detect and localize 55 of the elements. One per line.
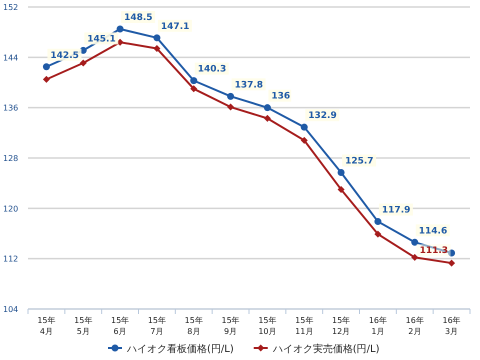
x-tick-label: 16年 3月 (442, 316, 461, 336)
data-label: 142.5 (50, 50, 79, 61)
point (264, 104, 271, 112)
y-tick-label: 104 (3, 305, 18, 314)
x-tick-label: 15年 9月 (221, 316, 240, 336)
x-tick-label: 15年 11月 (295, 316, 314, 336)
legend-label: ハイオク実売価格(円/L) (272, 343, 380, 355)
x-tick-label: 15年 12月 (332, 316, 350, 336)
y-tick-label: 112 (3, 254, 18, 264)
point (448, 250, 456, 257)
x-tick-label: 15年 10月 (258, 316, 277, 336)
point (448, 260, 456, 267)
data-label: 137.8 (234, 80, 264, 90)
point (190, 77, 198, 84)
point (227, 92, 234, 100)
data-label: 147.1 (160, 22, 190, 32)
data-label: 132.9 (308, 111, 337, 122)
data-label: 111.3 (420, 246, 448, 256)
point (300, 136, 308, 144)
point (374, 230, 382, 238)
legend-label: ハイオク看板価格(円/L) (126, 343, 234, 355)
data-label: 136 (271, 92, 290, 102)
point (116, 26, 124, 33)
x-tick-label: 15年 8月 (184, 316, 203, 336)
point (153, 45, 160, 52)
point (411, 254, 418, 261)
point (300, 124, 308, 131)
data-label: 125.7 (345, 156, 374, 166)
data-label: 145.1 (87, 34, 116, 44)
point (338, 168, 345, 176)
y-tick-label: 120 (3, 204, 18, 214)
y-tick-label: 152 (3, 3, 18, 12)
data-label: 140.3 (198, 64, 226, 75)
y-tick-label: 136 (3, 104, 18, 113)
point (42, 63, 50, 70)
point (374, 218, 382, 226)
point (338, 186, 345, 193)
point (80, 59, 87, 66)
x-tick-label: 16年 2月 (406, 316, 424, 336)
data-label: 114.6 (418, 226, 448, 236)
point (227, 104, 234, 111)
point (411, 238, 418, 246)
data-label: 117.9 (382, 206, 410, 216)
x-tick-label: 15年 7月 (148, 316, 166, 336)
point (264, 114, 271, 122)
y-tick-label: 144 (3, 53, 18, 62)
y-tick-label: 128 (3, 154, 18, 163)
x-tick-label: 15年 5月 (74, 316, 92, 336)
x-tick-label: 15年 6月 (110, 316, 130, 336)
point (190, 85, 198, 92)
data-label: 148.5 (124, 13, 153, 24)
point (153, 34, 160, 42)
x-tick-label: 15年 4月 (37, 316, 56, 336)
x-tick-label: 16年 1月 (368, 316, 388, 336)
point (42, 76, 50, 83)
